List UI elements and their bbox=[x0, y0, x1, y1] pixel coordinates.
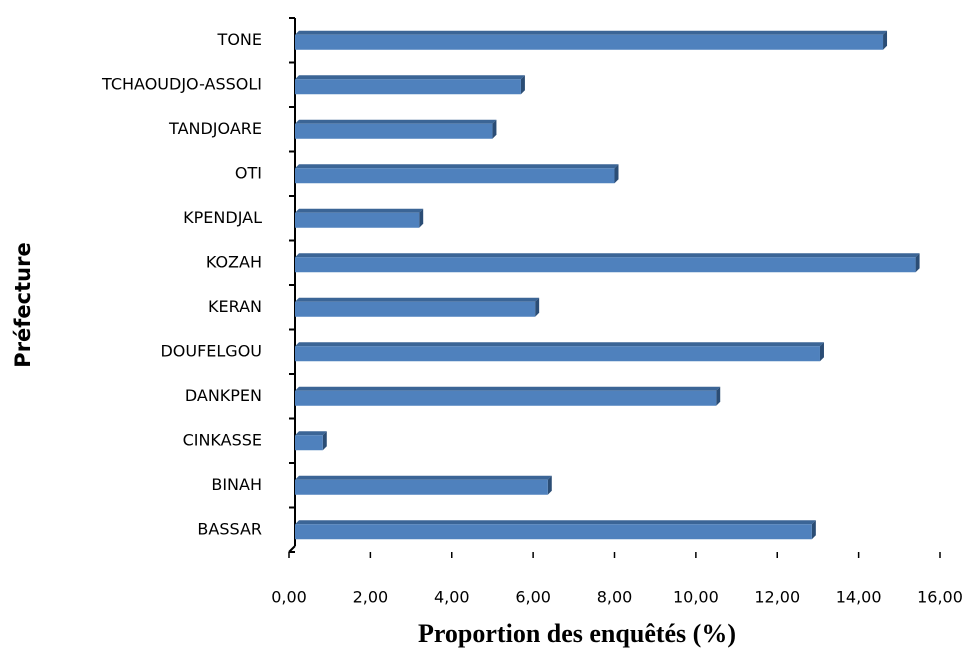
bar bbox=[295, 30, 888, 50]
bar bbox=[295, 386, 721, 406]
bar bbox=[295, 75, 525, 95]
y-tick-label: KPENDJAL bbox=[183, 208, 262, 227]
x-tick-label: 4,00 bbox=[434, 588, 470, 607]
x-tick-label: 8,00 bbox=[597, 588, 633, 607]
x-tick-label: 12,00 bbox=[754, 588, 800, 607]
bar bbox=[295, 297, 540, 317]
x-tick-label: 6,00 bbox=[515, 588, 551, 607]
x-tick-label: 14,00 bbox=[836, 588, 882, 607]
y-tick-label: DOUFELGOU bbox=[160, 341, 262, 360]
y-tick-label: KERAN bbox=[208, 297, 262, 316]
y-axis-title: Préfecture bbox=[11, 242, 35, 367]
y-tick-label: TANDJOARE bbox=[168, 119, 262, 138]
bar bbox=[295, 119, 497, 139]
bar bbox=[295, 342, 824, 362]
x-tick-label: 16,00 bbox=[917, 588, 963, 607]
bar bbox=[295, 520, 816, 540]
bar bbox=[295, 164, 619, 184]
bar bbox=[295, 431, 327, 451]
bar bbox=[295, 208, 424, 228]
y-tick-label: TCHAOUDJO-ASSOLI bbox=[101, 74, 262, 93]
x-axis-title: Proportion des enquêtés (%) bbox=[418, 619, 736, 648]
y-tick-label: KOZAH bbox=[206, 252, 262, 271]
y-tick-label: DANKPEN bbox=[185, 386, 262, 405]
x-tick-label: 10,00 bbox=[673, 588, 719, 607]
x-tick-label: 2,00 bbox=[353, 588, 389, 607]
y-tick-label: BASSAR bbox=[197, 519, 262, 538]
bar bbox=[295, 253, 920, 273]
y-tick-label: CINKASSE bbox=[183, 430, 262, 449]
y-tick-label: BINAH bbox=[211, 475, 262, 494]
x-tick-label: 0,00 bbox=[271, 588, 307, 607]
bar bbox=[295, 475, 552, 495]
y-tick-label: OTI bbox=[235, 163, 262, 182]
y-tick-label: TONE bbox=[217, 30, 262, 49]
